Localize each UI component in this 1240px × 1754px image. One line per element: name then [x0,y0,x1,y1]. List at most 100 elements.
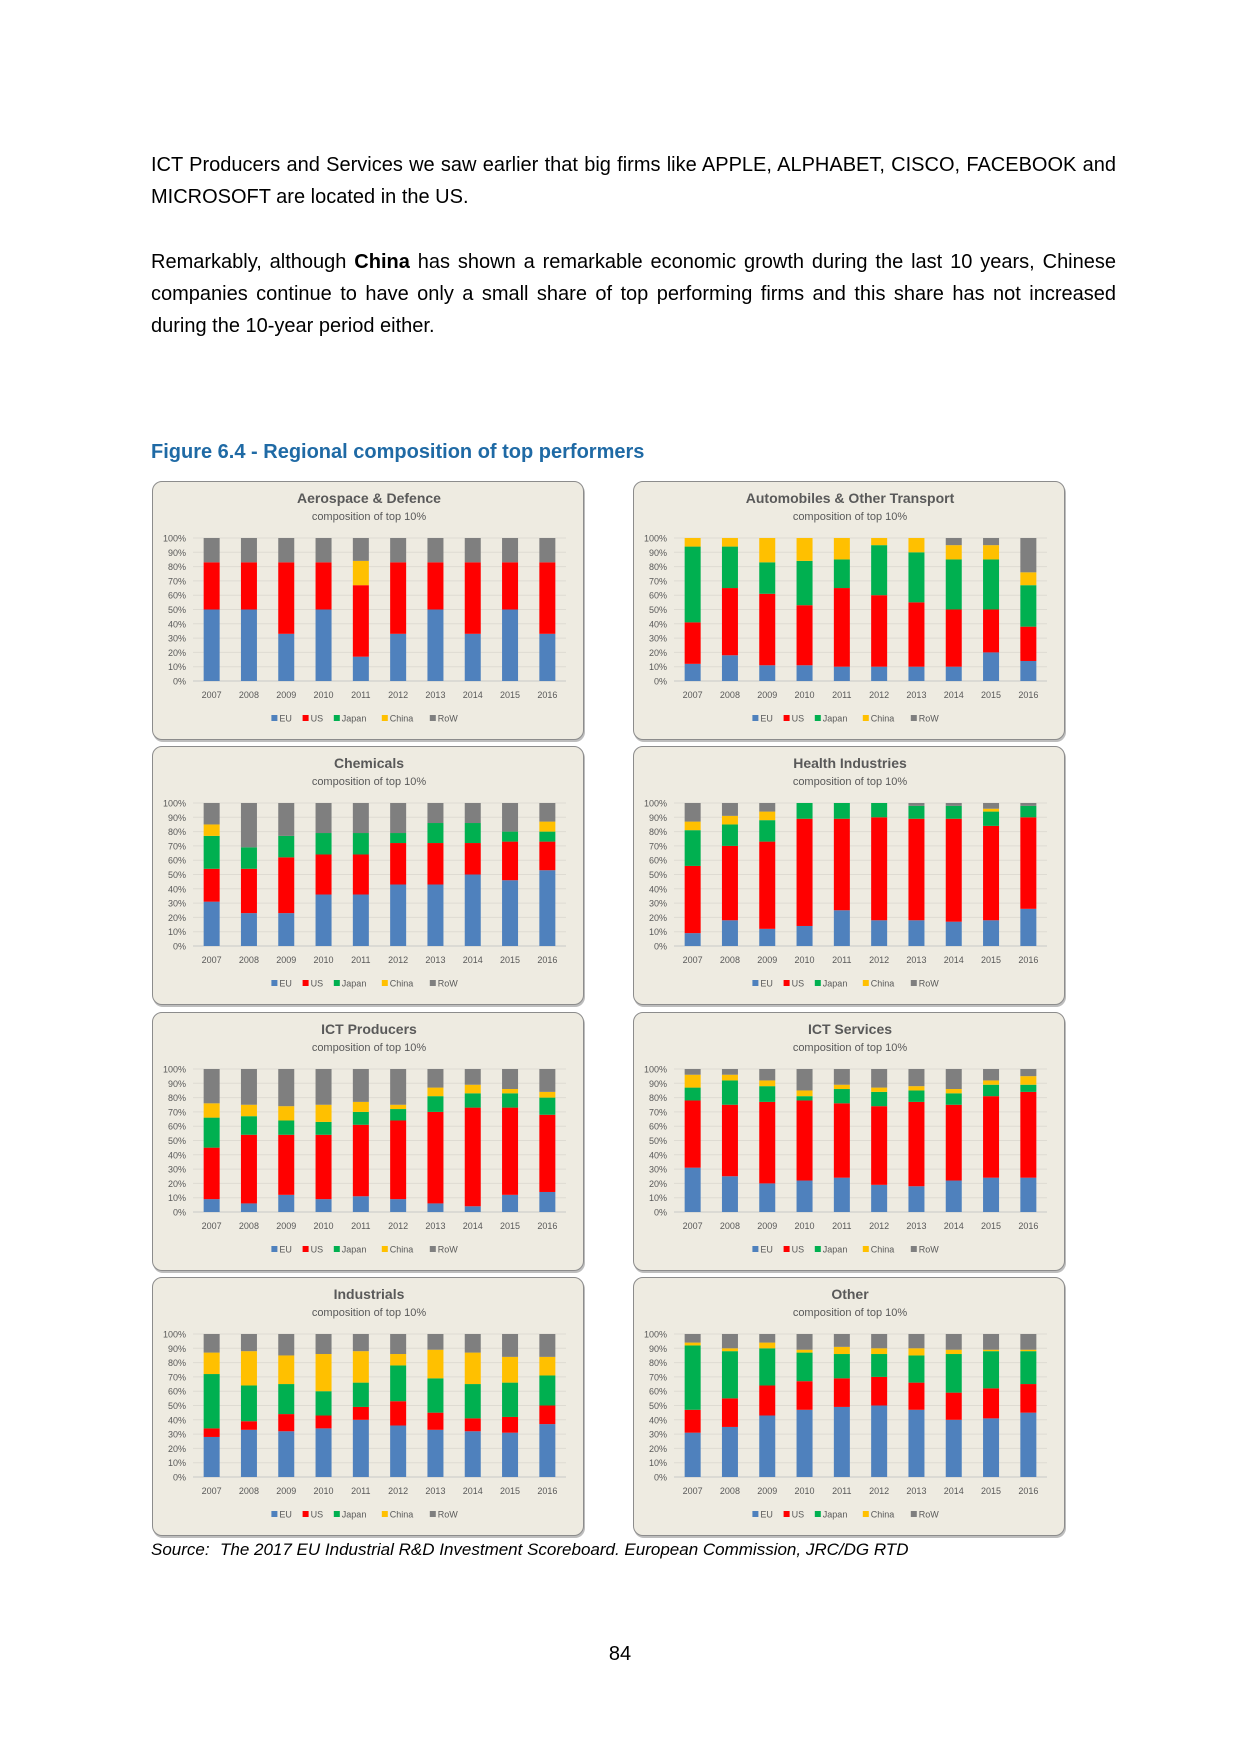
chart-title: Other [831,1286,869,1302]
bar-segment-row-2013 [908,1334,925,1349]
bar-segment-us-2009 [278,1414,295,1432]
bar-segment-row-2007 [684,1334,701,1343]
x-tick-label: 2010 [314,1221,334,1231]
bar-segment-row-2010 [315,1069,332,1105]
bar-segment-row-2014 [945,1334,962,1350]
bar-segment-japan-2008 [721,1351,738,1399]
bar-segment-eu-2015 [983,652,1000,681]
y-tick-label: 90% [649,813,667,823]
x-tick-label: 2009 [757,1486,777,1496]
y-tick-label: 30% [649,899,667,909]
y-tick-label: 100% [163,1330,186,1340]
y-tick-label: 60% [649,591,667,601]
bar-segment-row-2011 [833,1069,850,1085]
x-tick-label: 2011 [351,690,370,700]
bar-segment-row-2013 [427,538,444,563]
legend-swatch-eu [752,715,759,721]
y-tick-label: 20% [168,648,186,658]
bar-segment-eu-2011 [833,666,850,681]
legend-label: RoW [919,1245,940,1255]
bar-segment-eu-2012 [871,920,888,946]
bar-segment-china-2012 [871,1348,888,1355]
bar-segment-row-2015 [983,1334,1000,1350]
bar-segment-row-2015 [983,803,1000,809]
y-tick-label: 60% [649,1122,667,1132]
x-tick-label: 2015 [981,1221,1001,1231]
bar-segment-row-2012 [390,1069,407,1105]
bar-segment-eu-2012 [390,633,407,681]
bar-segment-eu-2009 [278,913,295,946]
bar-segment-row-2010 [315,803,332,834]
bar-segment-row-2008 [721,1334,738,1349]
y-tick-label: 90% [168,1079,186,1089]
bar-segment-china-2016 [1020,1349,1037,1352]
y-tick-label: 10% [168,662,186,672]
x-tick-label: 2014 [463,955,483,965]
x-tick-label: 2016 [537,690,557,700]
bar-segment-us-2012 [871,1106,888,1185]
bar-segment-us-2009 [278,1134,295,1195]
bar-segment-row-2016 [1020,538,1037,573]
bar-segment-eu-2015 [502,880,519,946]
bar-segment-eu-2007 [684,1432,701,1477]
bar-segment-china-2008 [721,815,738,825]
y-tick-label: 20% [168,1179,186,1189]
bar-segment-eu-2014 [945,666,962,681]
bar-segment-row-2016 [539,538,556,563]
bar-segment-japan-2016 [1020,1084,1037,1092]
bar-segment-row-2010 [796,1334,813,1350]
bar-segment-china-2016 [1020,572,1037,586]
paragraph-text: has shown a remarkable economic growth d… [151,251,1116,337]
legend-label: China [871,714,895,724]
x-tick-label: 2008 [239,955,259,965]
bar-segment-us-2010 [315,1415,332,1429]
bar-segment-china-2007 [684,821,701,831]
x-tick-label: 2009 [276,1221,296,1231]
bar-segment-japan-2012 [390,833,407,844]
bar-segment-row-2010 [315,1334,332,1355]
x-tick-label: 2008 [239,1486,259,1496]
bar-segment-eu-2012 [871,1184,888,1212]
chart-svg: Automobiles & Other Transport composition… [644,490,1047,724]
bar-segment-eu-2008 [721,1426,738,1477]
y-tick-label: 70% [168,1107,186,1117]
y-tick-label: 100% [163,534,186,544]
bar-segment-japan-2007 [684,546,701,623]
bar-segment-china-2007 [684,1342,701,1346]
bar-segment-eu-2016 [1020,908,1037,946]
bar-segment-eu-2010 [796,925,813,946]
y-tick-label: 0% [173,1473,186,1483]
bar-segment-row-2014 [945,803,962,806]
y-tick-label: 70% [649,1372,667,1382]
x-tick-label: 2010 [795,955,815,965]
x-tick-label: 2015 [981,955,1001,965]
bar-segment-china-2010 [796,1349,813,1353]
bar-segment-eu-2010 [315,894,332,946]
bar-segment-us-2010 [796,1100,813,1181]
bar-segment-us-2014 [464,562,481,634]
bar-segment-row-2007 [203,1069,220,1104]
bar-segment-row-2009 [278,538,295,563]
y-tick-label: 70% [649,576,667,586]
bar-segment-japan-2013 [908,1355,925,1383]
bar-segment-china-2009 [278,1106,295,1121]
x-tick-label: 2010 [314,1486,334,1496]
x-tick-label: 2015 [500,1221,520,1231]
bar-segment-eu-2014 [464,633,481,681]
bar-segment-eu-2012 [390,884,407,946]
bar-segment-eu-2010 [796,665,813,681]
bar-segment-us-2007 [684,865,701,934]
bar-segment-japan-2014 [945,1354,962,1393]
x-tick-label: 2012 [869,690,889,700]
y-tick-label: 60% [168,856,186,866]
legend-label: RoW [919,979,940,989]
legend-swatch-us [302,1511,309,1517]
legend-label: RoW [438,979,459,989]
bar-segment-us-2016 [1020,1091,1037,1178]
chart-ict-services: ICT Services composition of top 10% 0% 10% 2… [633,1012,1065,1271]
bar-segment-eu-2008 [240,609,257,681]
bar-segment-japan-2007 [684,830,701,866]
bar-segment-row-2012 [390,803,407,834]
bar-segment-us-2013 [908,1101,925,1187]
bar-segment-us-2010 [315,562,332,610]
